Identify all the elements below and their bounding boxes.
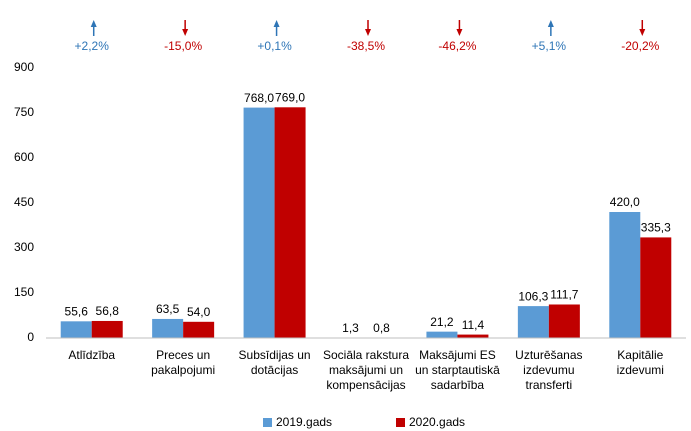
x-tick-line: transferti — [526, 378, 573, 392]
change-label: +5,1% — [532, 39, 567, 53]
change-arrow-head — [456, 29, 463, 36]
change-arrow-head — [273, 20, 280, 27]
bar — [548, 304, 580, 338]
bar — [152, 318, 184, 338]
x-tick-line: Kapitālie — [617, 348, 663, 362]
legend-swatch — [396, 418, 405, 427]
bar — [426, 331, 458, 338]
change-label: -46,2% — [438, 39, 476, 53]
data-label: 0,8 — [373, 321, 390, 335]
x-tick-label: Maksājumi ES un starptautiskā sadarbība — [415, 348, 500, 392]
y-tick-label: 150 — [14, 285, 34, 299]
x-tick-line: Maksājumi ES — [419, 348, 496, 362]
data-label: 21,2 — [430, 315, 454, 329]
bar — [243, 107, 275, 338]
legend-label: 2020.gads — [409, 415, 465, 429]
legend-label: 2019.gads — [276, 415, 332, 429]
x-tick-line: izdevumu — [523, 363, 574, 377]
change-label: +0,1% — [257, 39, 292, 53]
data-label: 335,3 — [641, 221, 671, 235]
x-tick-label: Preces un pakalpojumi — [151, 348, 215, 377]
legend-swatch — [263, 418, 272, 427]
data-label: 56,8 — [96, 304, 120, 318]
x-tick-label: Kapitālie izdevumi — [617, 348, 664, 377]
x-tick-label: Uzturēšanas izdevumu transferti — [515, 348, 582, 392]
data-label: 769,0 — [275, 90, 305, 104]
change-arrow-head — [639, 29, 646, 36]
data-label: 63,5 — [156, 302, 180, 316]
change-arrow-head — [547, 20, 554, 27]
x-tick-line: Preces un — [156, 348, 210, 362]
bar — [183, 321, 215, 338]
x-tick-line: Uzturēšanas — [515, 348, 582, 362]
y-tick-label: 600 — [14, 150, 34, 164]
x-tick-line: Atlīdzība — [68, 348, 115, 362]
bar — [640, 237, 672, 338]
y-tick-label: 0 — [27, 330, 34, 344]
change-label: -20,2% — [621, 39, 659, 53]
x-tick-line: maksājumi un — [329, 363, 403, 377]
y-tick-label: 750 — [14, 105, 34, 119]
x-tick-line: un starptautiskā — [415, 363, 500, 377]
x-tick-line: kompensācijas — [326, 378, 405, 392]
change-label: -15,0% — [164, 39, 202, 53]
change-label: -38,5% — [347, 39, 385, 53]
change-arrow-head — [365, 29, 371, 36]
x-tick-label: Sociāla rakstura maksājumi un kompensācija… — [323, 348, 409, 392]
data-label: 420,0 — [610, 195, 640, 209]
data-label: 106,3 — [518, 289, 548, 303]
x-tick-line: sadarbība — [431, 378, 485, 392]
change-arrow-head — [182, 29, 189, 36]
data-label: 54,0 — [187, 305, 211, 319]
data-label: 768,0 — [244, 91, 274, 105]
x-tick-line: izdevumi — [617, 363, 664, 377]
change-arrow-head — [90, 20, 97, 27]
data-label: 55,6 — [65, 304, 89, 318]
bar — [457, 334, 489, 338]
bar — [274, 107, 306, 338]
data-label: 111,7 — [550, 288, 579, 302]
x-tick-line: dotācijas — [251, 363, 298, 377]
y-tick-label: 300 — [14, 240, 34, 254]
x-tick-label: Atlīdzība — [68, 348, 115, 362]
change-label: +2,2% — [75, 39, 110, 53]
y-tick-label: 450 — [14, 195, 34, 209]
bar — [609, 212, 641, 338]
x-tick-line: Sociāla rakstura — [323, 348, 409, 362]
x-tick-line: Subsīdijas un — [239, 348, 311, 362]
bar — [517, 306, 549, 338]
x-tick-label: Subsīdijas un dotācijas — [239, 348, 311, 377]
data-label: 11,4 — [462, 318, 485, 332]
bar — [60, 321, 92, 338]
data-label: 1,3 — [342, 321, 359, 335]
x-tick-line: pakalpojumi — [151, 363, 215, 377]
bar — [91, 320, 123, 338]
y-tick-label: 900 — [14, 60, 34, 74]
